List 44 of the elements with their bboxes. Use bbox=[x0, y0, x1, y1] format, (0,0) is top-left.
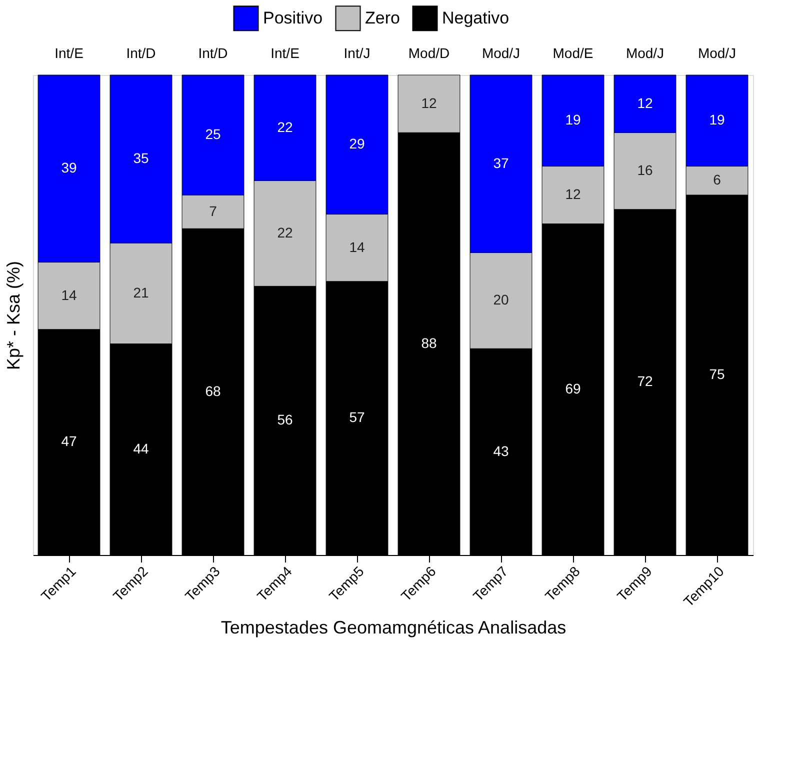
text: Mod/D bbox=[408, 45, 450, 61]
data-label: 12 bbox=[421, 94, 437, 111]
text: Int/E bbox=[54, 45, 84, 61]
data-label: 12 bbox=[637, 94, 653, 111]
data-label: 7 bbox=[209, 202, 218, 219]
data-label: 72 bbox=[637, 373, 653, 390]
text: Mod/J bbox=[626, 45, 664, 61]
legend-label: Zero bbox=[365, 8, 400, 28]
data-label: 57 bbox=[349, 409, 365, 426]
data-label: 19 bbox=[709, 112, 725, 128]
data-label: 21 bbox=[133, 284, 149, 300]
data-label: 47 bbox=[61, 433, 77, 450]
data-label: 44 bbox=[133, 440, 149, 456]
data-label: 56 bbox=[277, 412, 293, 428]
data-label: 12 bbox=[565, 186, 581, 202]
data-label: 14 bbox=[349, 238, 365, 255]
data-label: 14 bbox=[61, 286, 77, 303]
data-label: 19 bbox=[565, 112, 581, 128]
legend-label: Negativo bbox=[442, 8, 510, 28]
text: Int/E bbox=[270, 45, 300, 61]
data-label: 39 bbox=[61, 160, 77, 176]
data-label: 68 bbox=[205, 382, 221, 399]
data-label: 20 bbox=[493, 292, 509, 308]
text: Mod/J bbox=[482, 45, 520, 61]
text: Mod/E bbox=[552, 45, 594, 61]
data-label: 29 bbox=[349, 136, 365, 152]
data-label: 22 bbox=[277, 118, 293, 135]
data-label: 16 bbox=[637, 162, 653, 178]
text: Int/D bbox=[126, 45, 156, 61]
y-axis-title: Kp* - Ksa (%) bbox=[4, 260, 24, 370]
text: Int/J bbox=[344, 45, 370, 61]
data-label: 88 bbox=[421, 334, 437, 351]
legend-label: Positivo bbox=[263, 8, 323, 28]
text: Mod/J bbox=[698, 45, 736, 61]
data-label: 22 bbox=[277, 224, 293, 240]
data-label: 6 bbox=[713, 172, 722, 188]
data-label: 35 bbox=[133, 150, 149, 166]
data-label: 69 bbox=[565, 380, 581, 396]
data-label: 37 bbox=[493, 154, 509, 171]
text: Int/D bbox=[198, 45, 228, 61]
data-label: 25 bbox=[205, 126, 221, 142]
data-label: 43 bbox=[493, 442, 509, 459]
data-label: 75 bbox=[709, 366, 725, 382]
x-axis-title: Tempestades Geomamgnéticas Analisadas bbox=[220, 618, 566, 638]
